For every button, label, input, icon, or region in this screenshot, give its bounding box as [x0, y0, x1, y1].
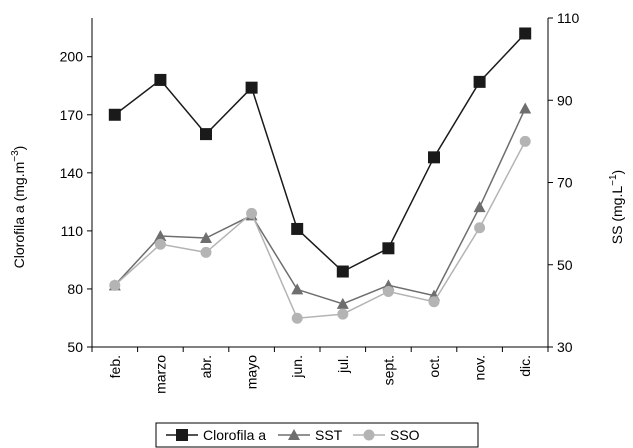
x-tick-label: sept. — [380, 355, 396, 385]
data-point-sso — [474, 222, 486, 234]
series-line-clorofila-a — [114, 32, 526, 273]
x-tick-label: abr. — [198, 355, 214, 378]
data-point-sso — [109, 279, 121, 291]
y-left-tick-label: 200 — [60, 49, 84, 65]
x-tick-label: mayo — [244, 355, 260, 389]
x-tick-label: dic. — [517, 355, 533, 377]
y-left-tick-label: 170 — [60, 107, 84, 123]
data-point-sso — [519, 135, 531, 147]
data-point-sso — [200, 246, 212, 258]
y-left-tick-label: 80 — [67, 281, 83, 297]
y-right-tick-label: 110 — [557, 10, 580, 26]
legend-marker-clorofila-a — [176, 429, 188, 441]
legend-item-sst: SST — [278, 427, 343, 443]
data-point-clorofila-a — [200, 128, 212, 141]
legend-label-sst: SST — [315, 427, 343, 443]
legend: Clorofila a SST SSO — [155, 422, 479, 448]
data-point-clorofila-a — [336, 265, 349, 278]
y-left-tick-label: 140 — [60, 165, 84, 181]
data-point-clorofila-a — [428, 151, 440, 164]
data-point-sst — [154, 229, 167, 241]
series-sso — [109, 135, 531, 324]
y-right-tick-label: 70 — [557, 175, 573, 191]
x-tick-label: jul. — [335, 355, 351, 374]
data-point-clorofila-a — [519, 27, 532, 40]
legend-marker-sso — [363, 429, 375, 441]
series-layer — [108, 27, 532, 324]
series-sst — [108, 102, 532, 309]
legend-item-clorofila-a: Clorofila a — [166, 427, 266, 443]
data-point-clorofila-a — [154, 73, 167, 86]
legend-item-sso: SSO — [353, 427, 420, 443]
data-point-sst — [291, 283, 304, 295]
data-point-sst — [473, 201, 486, 213]
x-tick-label: oct. — [426, 355, 442, 378]
data-point-sso — [291, 312, 303, 324]
x-tick-label: marzo — [152, 355, 168, 394]
data-point-clorofila-a — [382, 242, 395, 255]
x-tick-label: nov. — [472, 355, 488, 380]
data-point-clorofila-a — [108, 108, 121, 121]
data-point-sst — [200, 232, 212, 244]
data-point-sso — [337, 308, 349, 320]
y-right-tick-label: 30 — [557, 339, 573, 355]
data-point-clorofila-a — [245, 81, 258, 94]
y-axis-right-title: SS (mg.L−1) — [608, 170, 625, 244]
x-tick-label: jun. — [289, 355, 305, 379]
y-left-tick-label: 50 — [67, 339, 83, 355]
data-point-sso — [382, 285, 394, 297]
y-right-tick-label: 90 — [557, 92, 573, 108]
legend-label-sso: SSO — [390, 427, 420, 443]
data-point-sst — [519, 102, 532, 114]
legend-marker-sst — [288, 429, 300, 440]
data-point-sso — [246, 207, 258, 219]
data-point-clorofila-a — [473, 75, 486, 88]
legend-box — [155, 422, 479, 448]
legend-label-clorofila-a: Clorofila a — [203, 427, 266, 443]
data-point-clorofila-a — [291, 222, 304, 235]
series-line-sso — [114, 141, 526, 320]
y-left-tick-label: 110 — [61, 223, 84, 239]
data-point-sso — [428, 296, 440, 308]
data-point-sso — [154, 238, 166, 250]
x-tick-label: feb. — [107, 355, 123, 378]
y-axis-left-title: Clorofila a (mg.m−3) — [10, 146, 27, 269]
data-point-sst — [336, 297, 349, 309]
series-clorofila-a — [108, 27, 532, 278]
axes: 50 80 110 140 170 200 30 50 70 90 110 feb. marzo abr.… — [60, 10, 580, 394]
series-line-sst — [114, 108, 526, 305]
y-right-tick-label: 50 — [557, 257, 573, 273]
